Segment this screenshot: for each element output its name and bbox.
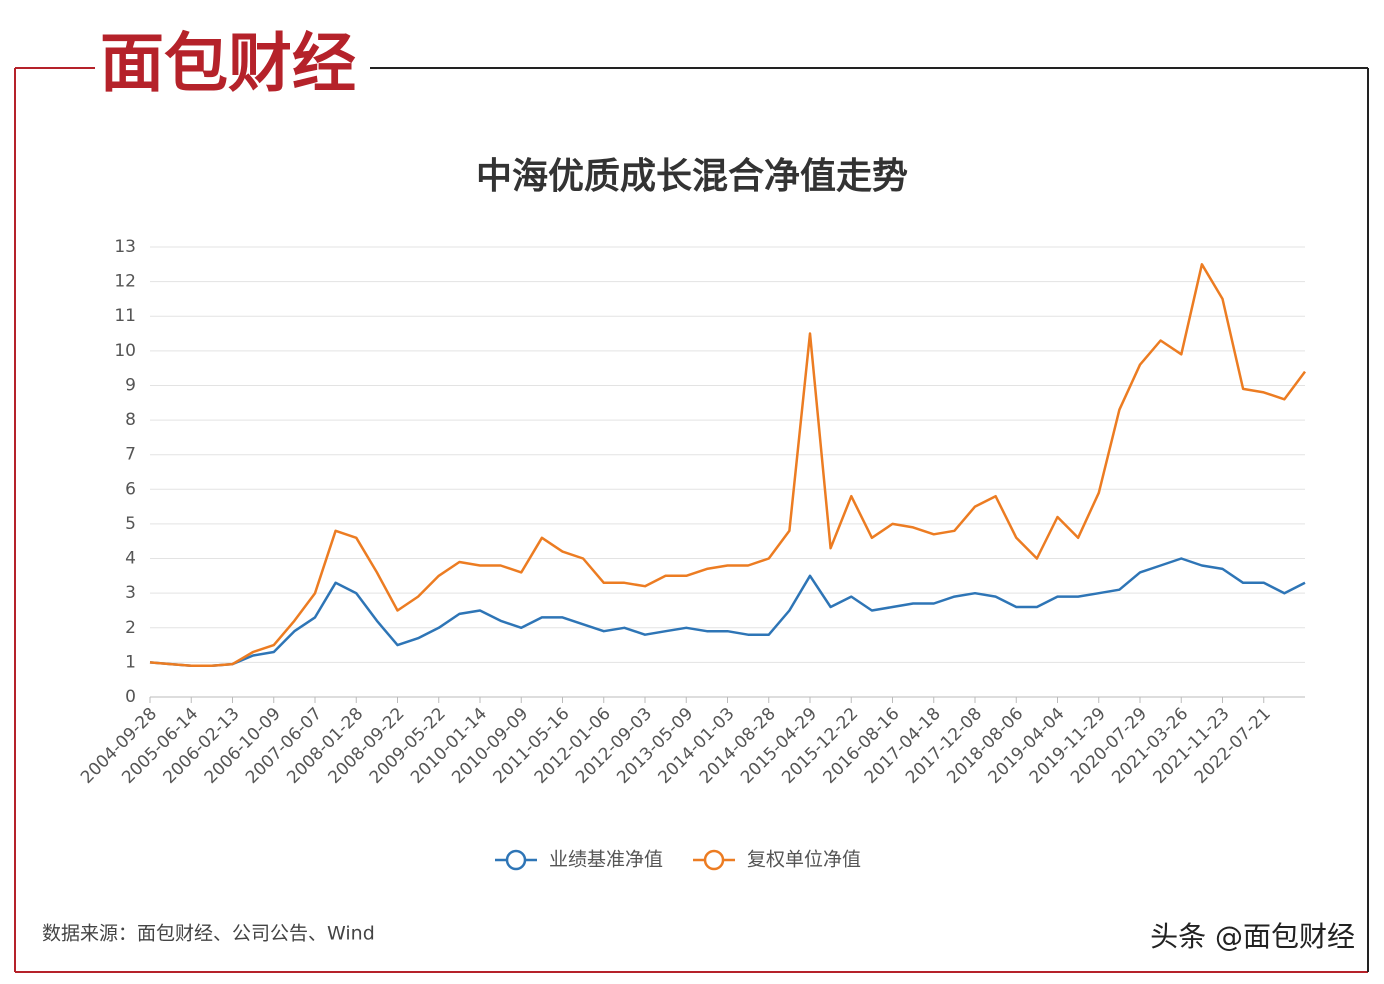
y-tick-label: 8 (125, 410, 136, 430)
y-tick-label: 3 (125, 583, 136, 603)
y-tick-label: 13 (114, 237, 136, 257)
y-tick-label: 7 (125, 445, 136, 465)
y-tick-label: 12 (114, 272, 136, 292)
y-tick-label: 4 (125, 549, 136, 569)
chart-title: 中海优质成长混合净值走势 (476, 156, 908, 197)
y-tick-label: 0 (125, 687, 136, 707)
y-tick-label: 1 (125, 652, 136, 672)
source-note: 数据来源：面包财经、公司公告、Wind (42, 923, 375, 945)
y-tick-label: 6 (125, 479, 136, 499)
watermark: 头条 @面包财经 (1150, 920, 1355, 953)
legend-marker (703, 849, 725, 871)
line-series (149, 557, 1306, 668)
y-tick-label: 5 (125, 514, 136, 534)
y-tick-label: 9 (125, 375, 136, 395)
y-tick-label: 11 (114, 306, 136, 326)
y-tick-label: 2 (125, 618, 136, 638)
legend-label: 业绩基准净值 (549, 849, 663, 871)
legend-label: 复权单位净值 (747, 849, 861, 871)
logo: 面包财经 (100, 28, 356, 102)
legend-marker (505, 849, 527, 871)
line-series (149, 263, 1307, 668)
y-tick-label: 10 (114, 341, 136, 361)
